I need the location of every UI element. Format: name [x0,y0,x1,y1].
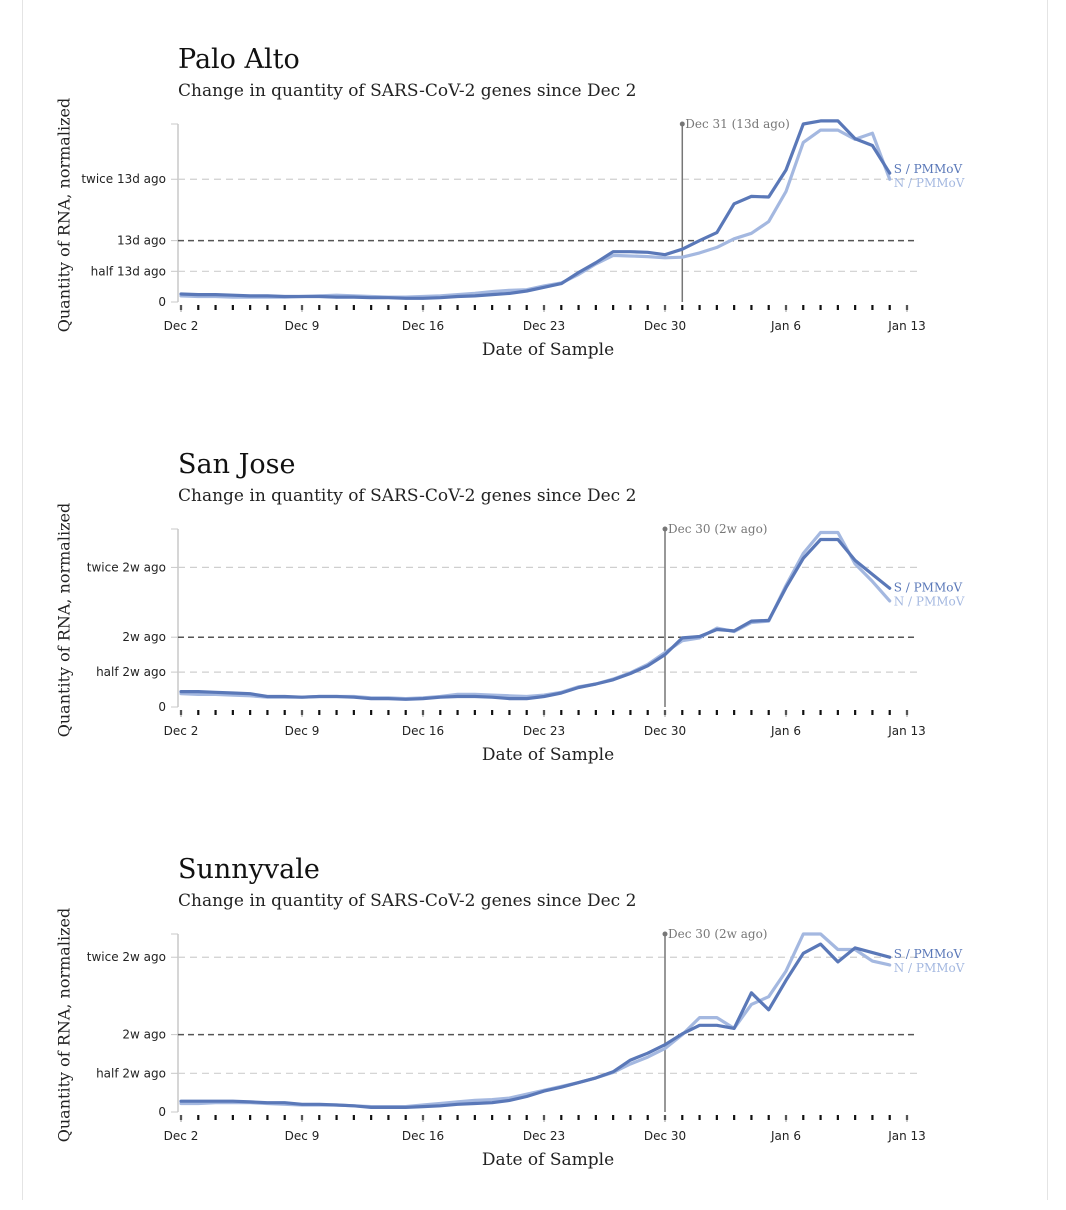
series-line-n-pmmov [179,128,892,299]
x-tick-label: Dec 23 [523,319,565,333]
x-tick-label: Dec 2 [164,724,199,738]
x-axis-label: Date of Sample [481,340,615,360]
y-tick-label: 2w ago [122,1028,166,1042]
y-tick-label: 0 [158,1105,166,1119]
y-tick-label: 13d ago [117,234,166,248]
x-tick-label: Dec 9 [285,724,320,738]
x-tick-label: Dec 16 [402,319,444,333]
chart-panel-san-jose: San Jose Change in quantity of SARS-CoV-… [0,405,1066,805]
chart-title: Sunnyvale [178,854,320,885]
series-line-s-pmmov [179,942,892,1109]
y-tick-label: 0 [158,700,166,714]
y-tick-label: twice 2w ago [87,560,166,574]
y-tick-label: 2w ago [122,630,166,644]
x-tick-label: Dec 16 [402,724,444,738]
y-tick-label: twice 2w ago [87,950,166,964]
series-line-s-pmmov [179,537,892,701]
x-tick-label: Dec 9 [285,1129,320,1143]
series-label-n-pmmov: N / PMMoV [894,595,965,609]
x-tick-label: Dec 16 [402,1129,444,1143]
y-tick-label: half 2w ago [96,665,166,679]
x-tick-label: Jan 13 [887,1129,926,1143]
x-tick-label: Dec 9 [285,319,320,333]
marker-dot [662,931,668,937]
marker-dot [662,526,668,532]
series-label-n-pmmov: N / PMMoV [894,961,965,975]
chart-panel-palo-alto: Palo Alto Change in quantity of SARS-CoV… [0,0,1066,400]
chart-subtitle: Change in quantity of SARS-CoV-2 genes s… [178,486,637,506]
y-tick-label: twice 13d ago [81,172,166,186]
series-label-s-pmmov: S / PMMoV [894,162,963,176]
x-tick-label: Dec 23 [523,1129,565,1143]
chart-title: San Jose [178,449,296,480]
x-tick-label: Jan 6 [770,319,801,333]
x-axis-label: Date of Sample [481,745,615,765]
series-label-s-pmmov: S / PMMoV [894,581,963,595]
x-axis-label: Date of Sample [481,1150,615,1170]
y-tick-label: half 13d ago [91,264,166,278]
x-tick-label: Dec 2 [164,1129,199,1143]
chart-subtitle: Change in quantity of SARS-CoV-2 genes s… [178,891,637,911]
chart-panel-sunnyvale: Sunnyvale Change in quantity of SARS-CoV… [0,810,1066,1210]
y-tick-label: half 2w ago [96,1066,166,1080]
series-line-n-pmmov [179,530,892,701]
series-line-s-pmmov [179,119,892,300]
series-label-s-pmmov: S / PMMoV [894,947,963,961]
x-tick-label: Dec 23 [523,724,565,738]
page-border-right [1047,0,1048,1200]
chart-plot: 0 half 13d ago 13d ago twice 13d ago Dec 2 De… [81,117,965,333]
x-tick-label: Dec 30 [644,724,686,738]
x-tick-label: Dec 30 [644,319,686,333]
y-tick-label: 0 [158,295,166,309]
x-tick-label: Jan 6 [770,724,801,738]
chart-title: Palo Alto [178,44,300,75]
x-tick-label: Jan 13 [887,319,926,333]
marker-label: Dec 30 (2w ago) [668,927,768,941]
page-border-left [22,0,23,1200]
chart-plot: 0 half 2w ago 2w ago twice 2w ago Dec 2 Dec 9… [87,522,965,738]
x-tick-label: Jan 6 [770,1129,801,1143]
series-label-n-pmmov: N / PMMoV [894,176,965,190]
x-tick-label: Jan 13 [887,724,926,738]
chart-plot: 0 half 2w ago 2w ago twice 2w ago Dec 2 Dec 9… [87,927,965,1143]
marker-dot [679,121,685,127]
x-tick-label: Dec 2 [164,319,199,333]
marker-label: Dec 31 (13d ago) [685,117,790,131]
x-tick-label: Dec 30 [644,1129,686,1143]
chart-subtitle: Change in quantity of SARS-CoV-2 genes s… [178,81,637,101]
marker-label: Dec 30 (2w ago) [668,522,768,536]
series-line-n-pmmov [179,932,892,1109]
